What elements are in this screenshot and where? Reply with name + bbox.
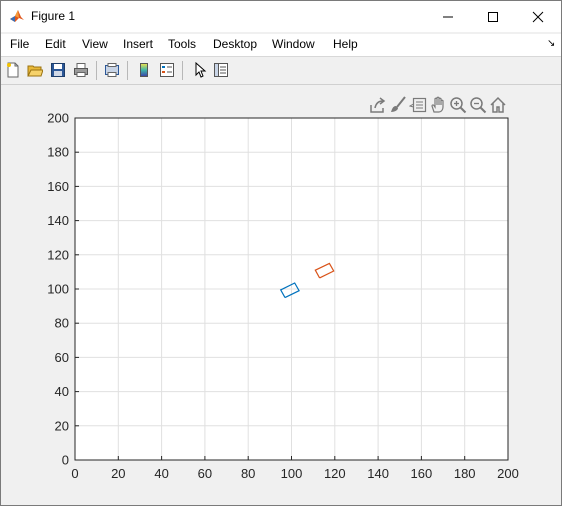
title-bar[interactable]: Figure 1	[1, 1, 561, 32]
minimize-icon	[442, 11, 454, 23]
y-tick-label: 0	[62, 453, 69, 468]
y-tick-label: 40	[55, 384, 69, 399]
menu-window[interactable]: Window	[272, 37, 315, 51]
x-tick-label: 180	[454, 466, 476, 481]
y-tick-label: 60	[55, 350, 69, 365]
menu-tools[interactable]: Tools	[168, 37, 196, 51]
x-tick-label: 140	[367, 466, 389, 481]
colorbar-button[interactable]	[135, 61, 153, 79]
y-tick-label: 160	[47, 179, 69, 194]
print-button[interactable]	[72, 61, 90, 79]
menu-bar: File Edit View Insert Tools Desktop Wind…	[1, 34, 561, 57]
menu-file[interactable]: File	[10, 37, 29, 51]
new-figure-button[interactable]	[4, 61, 22, 79]
property-inspector-icon	[213, 62, 229, 78]
close-icon	[532, 11, 544, 23]
x-tick-label: 20	[111, 466, 125, 481]
y-tick-label: 20	[55, 418, 69, 433]
x-tick-label: 60	[198, 466, 212, 481]
y-tick-label: 80	[55, 316, 69, 331]
y-tick-label: 200	[47, 111, 69, 126]
x-tick-label: 160	[411, 466, 433, 481]
x-tick-label: 40	[154, 466, 168, 481]
toolbar-separator	[127, 61, 128, 80]
toolbar-separator	[96, 61, 97, 80]
maximize-button[interactable]	[470, 1, 516, 32]
grid-lines	[75, 118, 508, 460]
matlab-icon	[9, 8, 25, 24]
x-tick-label: 80	[241, 466, 255, 481]
close-button[interactable]	[515, 1, 561, 32]
toolbar-separator	[182, 61, 183, 80]
save-button[interactable]	[49, 61, 67, 79]
colorbar-icon	[136, 62, 152, 78]
menu-view[interactable]: View	[82, 37, 108, 51]
x-tick-label: 0	[71, 466, 78, 481]
menu-desktop[interactable]: Desktop	[213, 37, 257, 51]
save-icon	[50, 62, 66, 78]
new-figure-icon	[5, 62, 21, 78]
dock-arrow-icon[interactable]: ↘	[547, 38, 555, 49]
print-preview-icon	[104, 62, 120, 78]
x-tick-label: 100	[281, 466, 303, 481]
figure-toolbar	[1, 57, 561, 85]
menu-help[interactable]: Help	[333, 37, 358, 51]
y-tick-label: 180	[47, 145, 69, 160]
open-file-button[interactable]	[26, 61, 44, 79]
y-tick-label: 100	[47, 282, 69, 297]
edit-plot-icon	[191, 62, 207, 78]
x-tick-label: 200	[497, 466, 519, 481]
print-icon	[73, 62, 89, 78]
maximize-icon	[487, 11, 499, 23]
minimize-button[interactable]	[425, 1, 471, 32]
x-tick-label: 120	[324, 466, 346, 481]
open-file-icon	[27, 62, 43, 78]
menu-edit[interactable]: Edit	[45, 37, 66, 51]
print-preview-button[interactable]	[103, 61, 121, 79]
y-tick-label: 140	[47, 213, 69, 228]
legend-icon	[159, 62, 175, 78]
property-inspector-button[interactable]	[212, 61, 230, 79]
plot-area[interactable]: 0 20 40 60 80 100 120 140 160 180 200 0 20 40 60 80 100 1…	[1, 85, 561, 505]
y-tick-label: 120	[47, 247, 69, 262]
legend-button[interactable]	[158, 61, 176, 79]
edit-plot-button[interactable]	[190, 61, 208, 79]
window-title: Figure 1	[31, 9, 75, 23]
menu-insert[interactable]: Insert	[123, 37, 153, 51]
